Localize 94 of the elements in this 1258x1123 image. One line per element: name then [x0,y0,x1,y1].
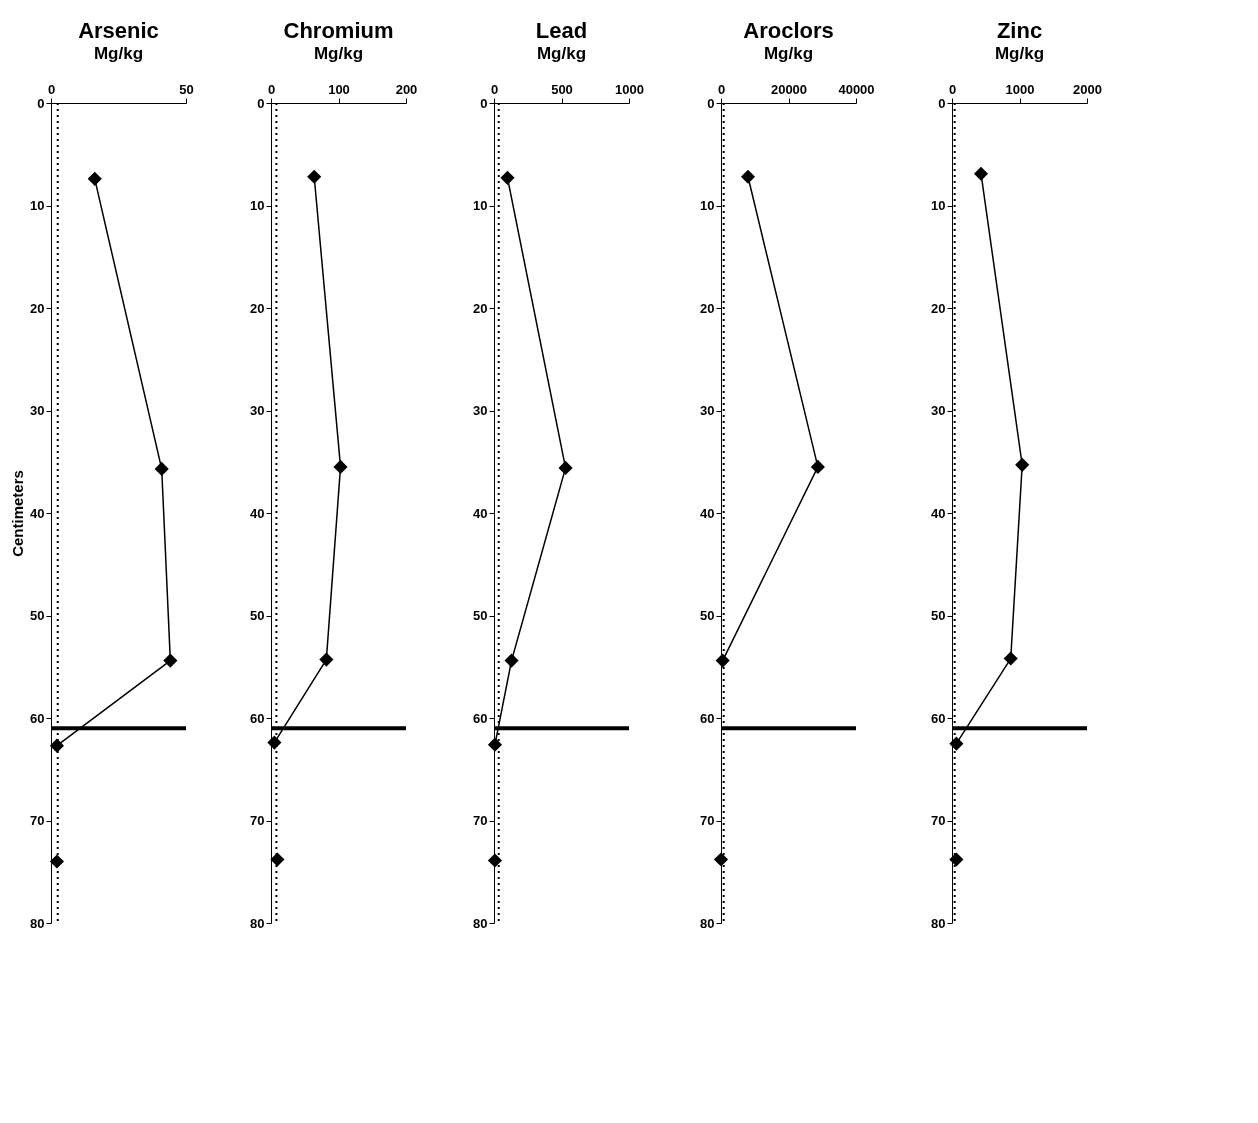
x-tick-label: 500 [551,81,573,97]
chart-title: Chromium [283,18,394,43]
y-tick-label: 50 [473,608,488,623]
point [713,852,729,867]
point [1015,457,1030,472]
y-tick-label: 20 [700,300,715,316]
y-tick-label: 60 [250,710,265,726]
x-tick-label: 1000 [615,81,644,97]
y-tick-label: 80 [473,915,488,931]
y-tick-label: 70 [30,813,45,828]
y-tick-label: 10 [700,198,715,213]
point [810,459,825,474]
y-tick-label: 30 [473,403,488,418]
point [267,735,282,750]
x-tick-label: 50 [179,81,194,97]
point [333,459,348,474]
y-tick-label: 30 [250,403,265,418]
point [163,653,178,668]
y-tick-label: 50 [250,608,265,623]
y-tick-label: 70 [931,813,946,828]
chart-title: Zinc [996,18,1043,43]
x-tick-label: 20000 [770,81,808,97]
y-tick-label: 40 [931,505,946,521]
chart-subtitle: Mg/kg [313,44,364,63]
chart-subtitle: Mg/kg [763,44,814,63]
y-tick-label: 70 [700,813,715,828]
y-tick-label: 10 [931,198,946,213]
y-tick-label: 10 [473,198,488,213]
y-tick-label: 50 [30,608,45,623]
y-tick-label: 50 [931,608,946,623]
point [487,853,503,868]
chart-subtitle: Mg/kg [93,44,144,63]
point [1003,651,1018,666]
y-tick-label: 60 [473,710,488,726]
point [487,737,503,752]
y-tick-label: 80 [250,915,265,931]
x-tick-label: 0 [717,81,726,97]
point [973,166,989,181]
y-tick-label: 40 [473,505,488,521]
point [558,460,573,475]
y-tick-label: 20 [250,300,265,316]
y-tick-label: 80 [30,915,45,931]
point [87,171,102,186]
y-tick-label: 60 [700,710,715,726]
y-tick-label: 60 [931,710,946,726]
point [740,169,756,184]
chart-subtitle: Mg/kg [994,44,1045,63]
point [504,653,519,668]
y-tick-label: 80 [700,915,715,931]
x-tick-label: 200 [395,81,418,97]
chart-title: Lead [535,18,588,43]
x-tick-label: 0 [47,81,56,97]
x-tick-label: 0 [948,81,957,97]
chart-title: Arsenic [78,18,159,43]
y-tick-label: 40 [700,505,715,521]
x-tick-label: 40000 [838,81,875,97]
point [949,852,964,867]
y-tick-label: 40 [250,505,265,521]
x-tick-label: 100 [328,81,350,97]
y-tick-label: 10 [250,198,265,213]
y-tick-label: 10 [30,198,45,213]
y-tick-label: 20 [30,300,45,316]
y-tick-label: 70 [473,813,488,828]
y-tick-label: 30 [30,403,45,418]
point [307,169,322,184]
y-tick-label: 0 [37,95,45,111]
y-axis-title: Centimeters [9,470,27,557]
y-tick-label: 70 [250,813,265,828]
y-tick-label: 50 [700,608,715,623]
y-tick-label: 0 [257,95,265,111]
x-tick-label: 1000 [1005,81,1035,97]
point [949,736,964,751]
y-tick-label: 30 [931,403,946,418]
point [49,738,65,753]
y-tick-label: 0 [480,95,488,111]
point [715,653,730,668]
y-tick-label: 0 [707,95,715,111]
y-tick-label: 60 [30,710,45,726]
x-tick-label: 0 [267,81,276,97]
y-tick-label: 20 [473,300,488,316]
x-tick-label: 2000 [1073,81,1102,97]
x-tick-label: 0 [490,81,499,97]
y-tick-label: 80 [931,915,946,931]
point [500,170,515,185]
point [319,652,334,667]
chart-title: Aroclors [743,18,834,43]
y-tick-label: 0 [938,95,946,111]
y-tick-label: 40 [30,505,45,521]
chart-subtitle: Mg/kg [536,44,587,63]
y-tick-label: 20 [931,300,946,316]
point [154,461,169,476]
point [49,854,65,869]
point [270,852,285,867]
y-tick-label: 30 [700,403,715,418]
